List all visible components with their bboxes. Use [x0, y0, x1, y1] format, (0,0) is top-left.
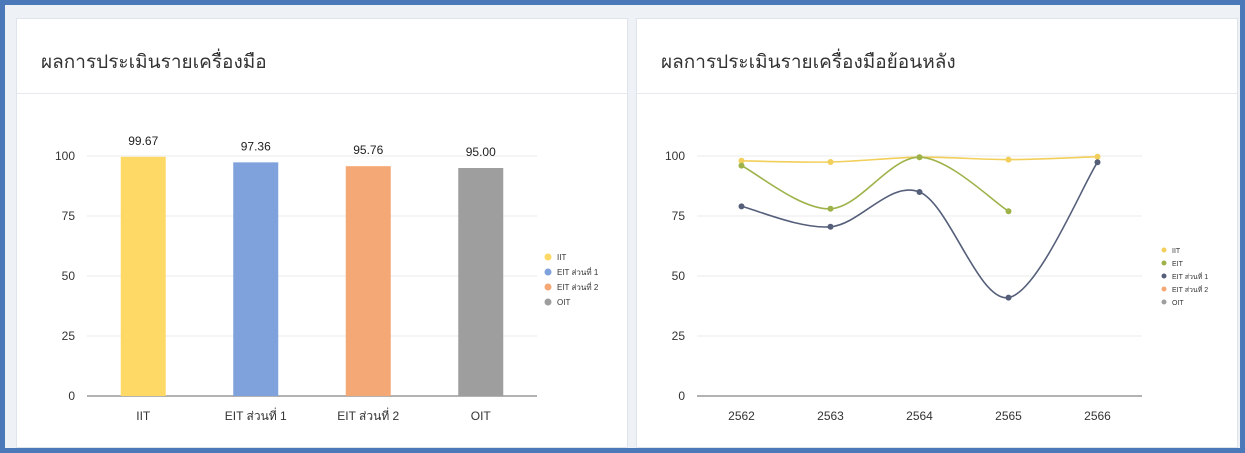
- x-tick-label: IIT: [136, 409, 151, 423]
- y-tick-label: 0: [678, 389, 685, 403]
- legend-marker: [1161, 273, 1167, 279]
- line-chart-title: ผลการประเมินรายเครื่องมือย้อนหลัง: [661, 51, 956, 73]
- legend-marker: [1161, 286, 1167, 292]
- legend-marker: [544, 283, 552, 291]
- bar: [345, 166, 391, 396]
- data-point: [827, 223, 834, 230]
- legend-marker: [544, 268, 552, 276]
- legend-label: IIT: [1172, 248, 1181, 255]
- data-point: [738, 203, 745, 210]
- legend-marker: [1161, 260, 1167, 266]
- bar-value-label: 97.36: [241, 139, 271, 153]
- y-tick-label: 75: [62, 209, 76, 223]
- bar: [458, 168, 504, 396]
- bar-value-label: 95.76: [353, 143, 383, 157]
- x-tick-label: 2565: [995, 409, 1022, 423]
- legend-label: EIT ส่วนที่ 2: [1172, 285, 1208, 294]
- data-point: [1094, 153, 1101, 160]
- x-tick-label: 2564: [906, 409, 933, 423]
- data-point: [1005, 294, 1012, 301]
- legend-label: OIT: [557, 298, 570, 307]
- y-tick-label: 100: [665, 149, 685, 163]
- legend-marker: [544, 298, 552, 306]
- y-tick-label: 25: [672, 329, 686, 343]
- bar-chart: 0 25 50 75 100 99.67 IIT 97.36 EIT ส่วนที่ 1 95.7…: [55, 134, 599, 423]
- x-tick-label: EIT ส่วนที่ 1: [225, 407, 287, 423]
- x-tick-label: EIT ส่วนที่ 2: [337, 407, 399, 423]
- data-point: [738, 157, 745, 164]
- legend-label: EIT ส่วนที่ 1: [557, 266, 599, 277]
- bar-chart-title: ผลการประเมินรายเครื่องมือ: [41, 51, 267, 73]
- legend-marker: [1161, 247, 1167, 253]
- data-point: [916, 154, 923, 161]
- y-tick-label: 100: [55, 149, 75, 163]
- x-tick-label: 2566: [1084, 409, 1111, 423]
- x-tick-label: 2563: [817, 409, 844, 423]
- legend-marker: [1161, 299, 1167, 305]
- line-chart: 0 25 50 75 100 2562 2563 2564 2565 2566 IIT EIT EIT …: [665, 149, 1208, 423]
- data-point: [1005, 156, 1012, 163]
- bar-value-label: 95.00: [466, 145, 496, 159]
- bar-value-label: 99.67: [128, 134, 158, 148]
- legend-label: OIT: [1172, 300, 1184, 307]
- y-tick-label: 50: [62, 269, 76, 283]
- line-chart-header: ผลการประเมินรายเครื่องมือย้อนหลัง: [637, 19, 1237, 94]
- y-tick-label: 75: [672, 209, 686, 223]
- y-tick-label: 50: [672, 269, 686, 283]
- legend-label: EIT: [1172, 261, 1184, 268]
- bar-chart-header: ผลการประเมินรายเครื่องมือ: [17, 19, 627, 94]
- series-line: [741, 156, 1009, 212]
- series-line: [741, 161, 1099, 299]
- legend-label: EIT ส่วนที่ 1: [1172, 272, 1208, 281]
- bar-chart-panel: ผลการประเมินรายเครื่องมือ 0 25 50 75 100 99.6…: [16, 18, 628, 448]
- data-point: [827, 159, 834, 165]
- bar: [120, 156, 166, 396]
- y-tick-label: 0: [68, 389, 75, 403]
- data-point: [916, 189, 923, 195]
- bar: [233, 162, 279, 396]
- line-chart-panel: ผลการประเมินรายเครื่องมือย้อนหลัง 0 25 50 7…: [636, 18, 1238, 448]
- data-point: [1005, 208, 1012, 215]
- x-tick-label: 2562: [728, 409, 755, 423]
- legend-marker: [544, 253, 552, 261]
- y-tick-label: 25: [62, 329, 76, 343]
- data-point: [738, 162, 745, 169]
- legend-label: IIT: [557, 253, 566, 262]
- data-point: [1094, 159, 1101, 166]
- data-point: [827, 205, 834, 212]
- x-tick-label: OIT: [471, 409, 492, 423]
- legend-label: EIT ส่วนที่ 2: [557, 281, 599, 292]
